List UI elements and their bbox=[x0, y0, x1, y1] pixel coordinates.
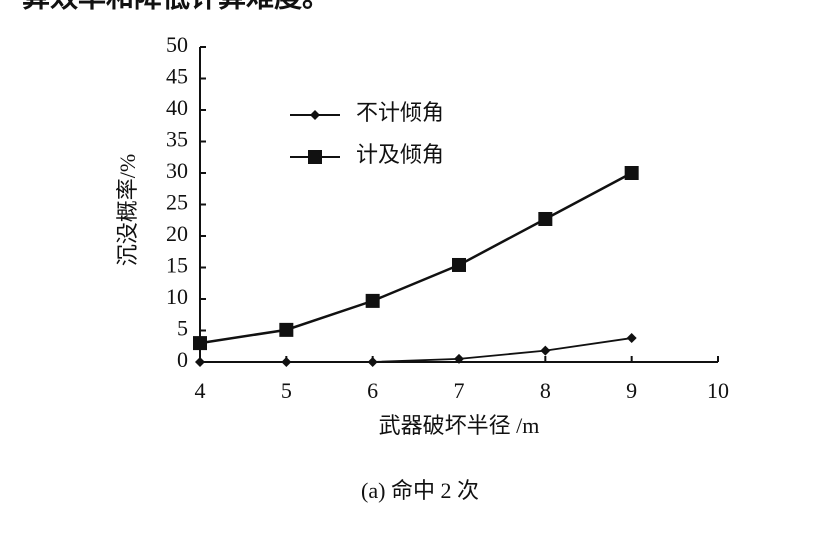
series-line bbox=[200, 337, 632, 363]
y-tick-label: 50 bbox=[166, 32, 188, 57]
y-tick-label: 45 bbox=[166, 64, 188, 89]
marker bbox=[310, 110, 320, 120]
marker bbox=[624, 166, 639, 180]
x-axis-label: 武器破坏半径 /m bbox=[379, 413, 540, 438]
y-tick-label: 0 bbox=[177, 347, 188, 372]
y-tick-label: 10 bbox=[166, 284, 188, 309]
series-line bbox=[199, 171, 633, 345]
y-tick-label: 35 bbox=[166, 127, 188, 152]
y-tick-label: 40 bbox=[166, 95, 188, 120]
y-tick-label: 25 bbox=[166, 190, 188, 215]
y-tick-label: 15 bbox=[166, 253, 188, 278]
x-tick-label: 6 bbox=[367, 378, 378, 403]
marker bbox=[281, 357, 292, 367]
x-tick-label: 4 bbox=[195, 378, 206, 403]
marker bbox=[626, 333, 637, 344]
marker bbox=[193, 336, 207, 351]
x-tick-label: 10 bbox=[707, 378, 729, 403]
marker bbox=[540, 345, 551, 356]
marker bbox=[195, 357, 205, 367]
marker bbox=[279, 322, 294, 337]
legend-label: 不计倾角 bbox=[356, 100, 444, 125]
y-tick-label: 20 bbox=[166, 221, 188, 246]
marker bbox=[454, 353, 464, 364]
x-tick-label: 8 bbox=[540, 378, 551, 403]
y-axis-label: 沉没概率/% bbox=[115, 154, 140, 266]
marker bbox=[308, 150, 322, 164]
x-tick-label: 5 bbox=[281, 378, 292, 403]
x-tick-label: 9 bbox=[626, 378, 637, 403]
y-tick-label: 5 bbox=[177, 316, 188, 341]
marker bbox=[365, 293, 380, 308]
x-tick-label: 7 bbox=[454, 378, 465, 403]
caption: (a) 命中 2 次 bbox=[361, 478, 479, 503]
context-text: 算效率和降低计算难度。 bbox=[22, 0, 330, 13]
y-tick-label: 30 bbox=[166, 158, 188, 183]
marker bbox=[538, 211, 553, 226]
marker bbox=[367, 357, 378, 367]
legend-label: 计及倾角 bbox=[356, 142, 444, 167]
marker bbox=[452, 257, 466, 272]
